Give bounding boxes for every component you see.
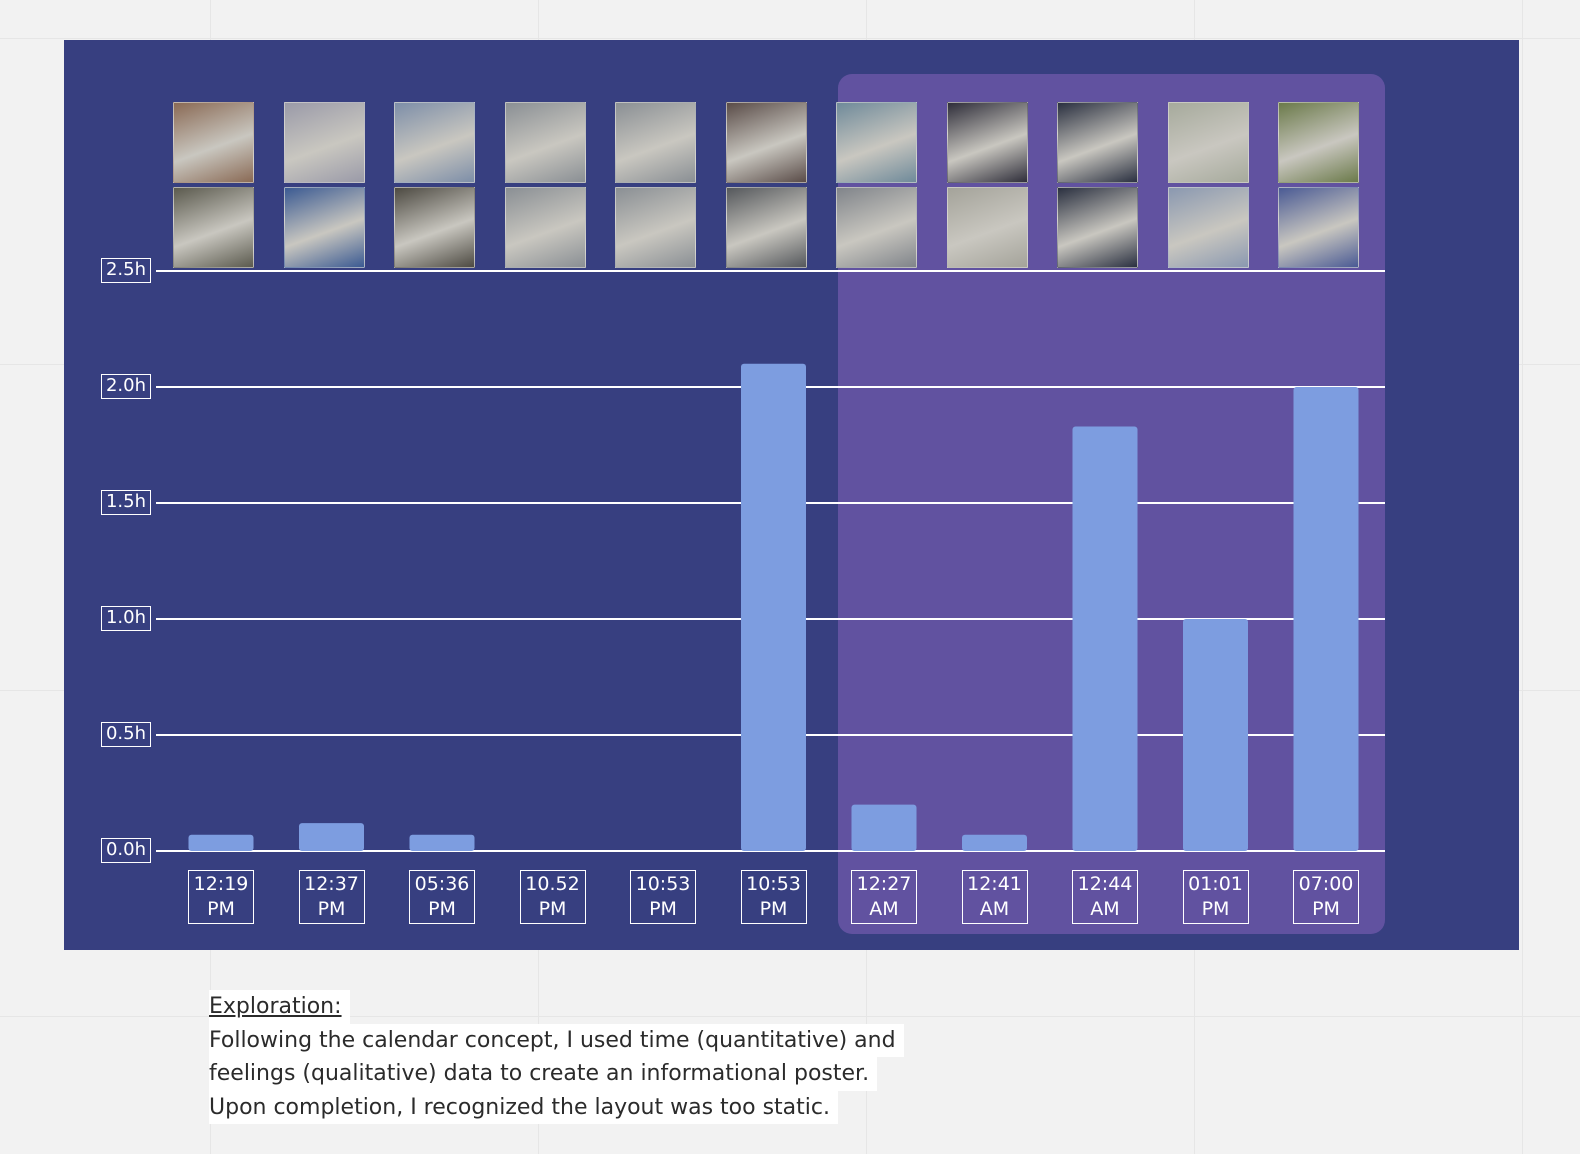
photo-thumbnail <box>1278 102 1359 183</box>
bar <box>741 363 806 851</box>
bar <box>962 834 1027 851</box>
x-tick-period: PM <box>1201 898 1230 920</box>
photo-thumbnail <box>946 187 1028 268</box>
photo-thumbnail <box>836 187 917 268</box>
bar <box>851 804 917 851</box>
photo-thumbnail <box>1278 187 1359 268</box>
x-tick-period: PM <box>317 898 346 920</box>
bar <box>1072 426 1138 851</box>
photo-thumbnail <box>615 187 696 268</box>
x-tick-period: PM <box>1312 898 1340 920</box>
x-tick-time: 10:53 <box>746 873 801 895</box>
photo-thumbnail <box>946 102 1028 183</box>
x-tick-label: 12:27 AM <box>851 870 917 924</box>
x-tick-time: 12:44 <box>1077 873 1133 895</box>
x-tick-label: 07:00 PM <box>1293 870 1359 924</box>
x-tick-period: PM <box>759 898 788 920</box>
x-tick-label: 12:44 AM <box>1072 870 1138 924</box>
photo-thumbnail <box>173 187 254 268</box>
x-tick-label: 01:01 PM <box>1182 870 1249 924</box>
x-tick-label: 10:53 PM <box>630 870 696 924</box>
photo-thumbnail <box>173 102 254 183</box>
x-tick-time: 10.52 <box>525 873 580 895</box>
y-tick-label: 1.5h <box>101 490 151 515</box>
x-tick-period: AM <box>979 898 1010 920</box>
photo-thumbnail <box>725 102 807 183</box>
photo-thumbnail <box>394 187 475 268</box>
photo-thumbnail <box>394 102 475 183</box>
x-tick-label: 12:41 AM <box>961 870 1028 924</box>
x-tick-period: PM <box>649 898 677 920</box>
x-tick-time: 12:37 <box>304 873 359 895</box>
bar <box>1183 619 1248 851</box>
photo-thumbnail <box>1057 102 1138 183</box>
y-tick-label: 0.0h <box>101 838 151 863</box>
x-tick-time: 10:53 <box>635 873 691 895</box>
x-tick-label: 05:36 PM <box>409 870 475 924</box>
x-tick-time: 12:41 <box>967 873 1022 895</box>
x-tick-label: 10:53 PM <box>740 870 807 924</box>
chart-poster: 0.0h 0.5h 1.0h 1.5h 2.0h 2.5h 12:19 PM 12:37 PM 0… <box>64 40 1519 950</box>
x-tick-period: PM <box>207 898 235 920</box>
photo-thumbnail <box>1057 187 1138 268</box>
bar <box>409 834 475 851</box>
exploration-note: Exploration: Following the calendar conc… <box>209 990 909 1124</box>
y-tick-label: 0.5h <box>101 722 151 747</box>
bar <box>1293 387 1359 851</box>
note-line: feelings (qualitative) data to create an… <box>209 1057 878 1091</box>
photo-thumbnail <box>836 102 917 183</box>
x-tick-label: 12:19 PM <box>188 870 254 924</box>
x-tick-period: PM <box>428 898 456 920</box>
photo-thumbnail <box>1167 187 1249 268</box>
bar-chart <box>156 270 1385 852</box>
note-line: Following the calendar concept, I used t… <box>209 1023 904 1057</box>
y-tick-label: 1.0h <box>101 606 151 631</box>
x-tick-period: AM <box>1090 898 1120 920</box>
x-tick-time: 12:27 <box>856 873 912 895</box>
photo-thumbnail <box>283 102 365 183</box>
photo-thumbnail <box>615 102 696 183</box>
x-tick-time: 12:19 <box>193 873 249 895</box>
x-tick-label: 12:37 PM <box>298 870 365 924</box>
note-heading: Exploration: <box>209 990 350 1024</box>
photo-thumbnail <box>504 102 586 183</box>
x-tick-label: 10.52 PM <box>519 870 586 924</box>
note-line: Upon completion, I recognized the layout… <box>209 1090 838 1124</box>
x-tick-time: 01:01 <box>1188 873 1243 895</box>
photo-thumbnail <box>725 187 807 268</box>
photo-thumbnail <box>283 187 365 268</box>
y-tick-label: 2.0h <box>101 374 151 399</box>
bar <box>188 834 254 851</box>
photo-thumbnail <box>504 187 586 268</box>
x-tick-period: AM <box>869 898 899 920</box>
photo-thumbnail <box>1167 102 1249 183</box>
x-tick-time: 05:36 <box>414 873 470 895</box>
y-tick-label: 2.5h <box>101 258 151 283</box>
x-tick-time: 07:00 <box>1298 873 1354 895</box>
bar <box>299 823 364 851</box>
x-tick-period: PM <box>538 898 567 920</box>
